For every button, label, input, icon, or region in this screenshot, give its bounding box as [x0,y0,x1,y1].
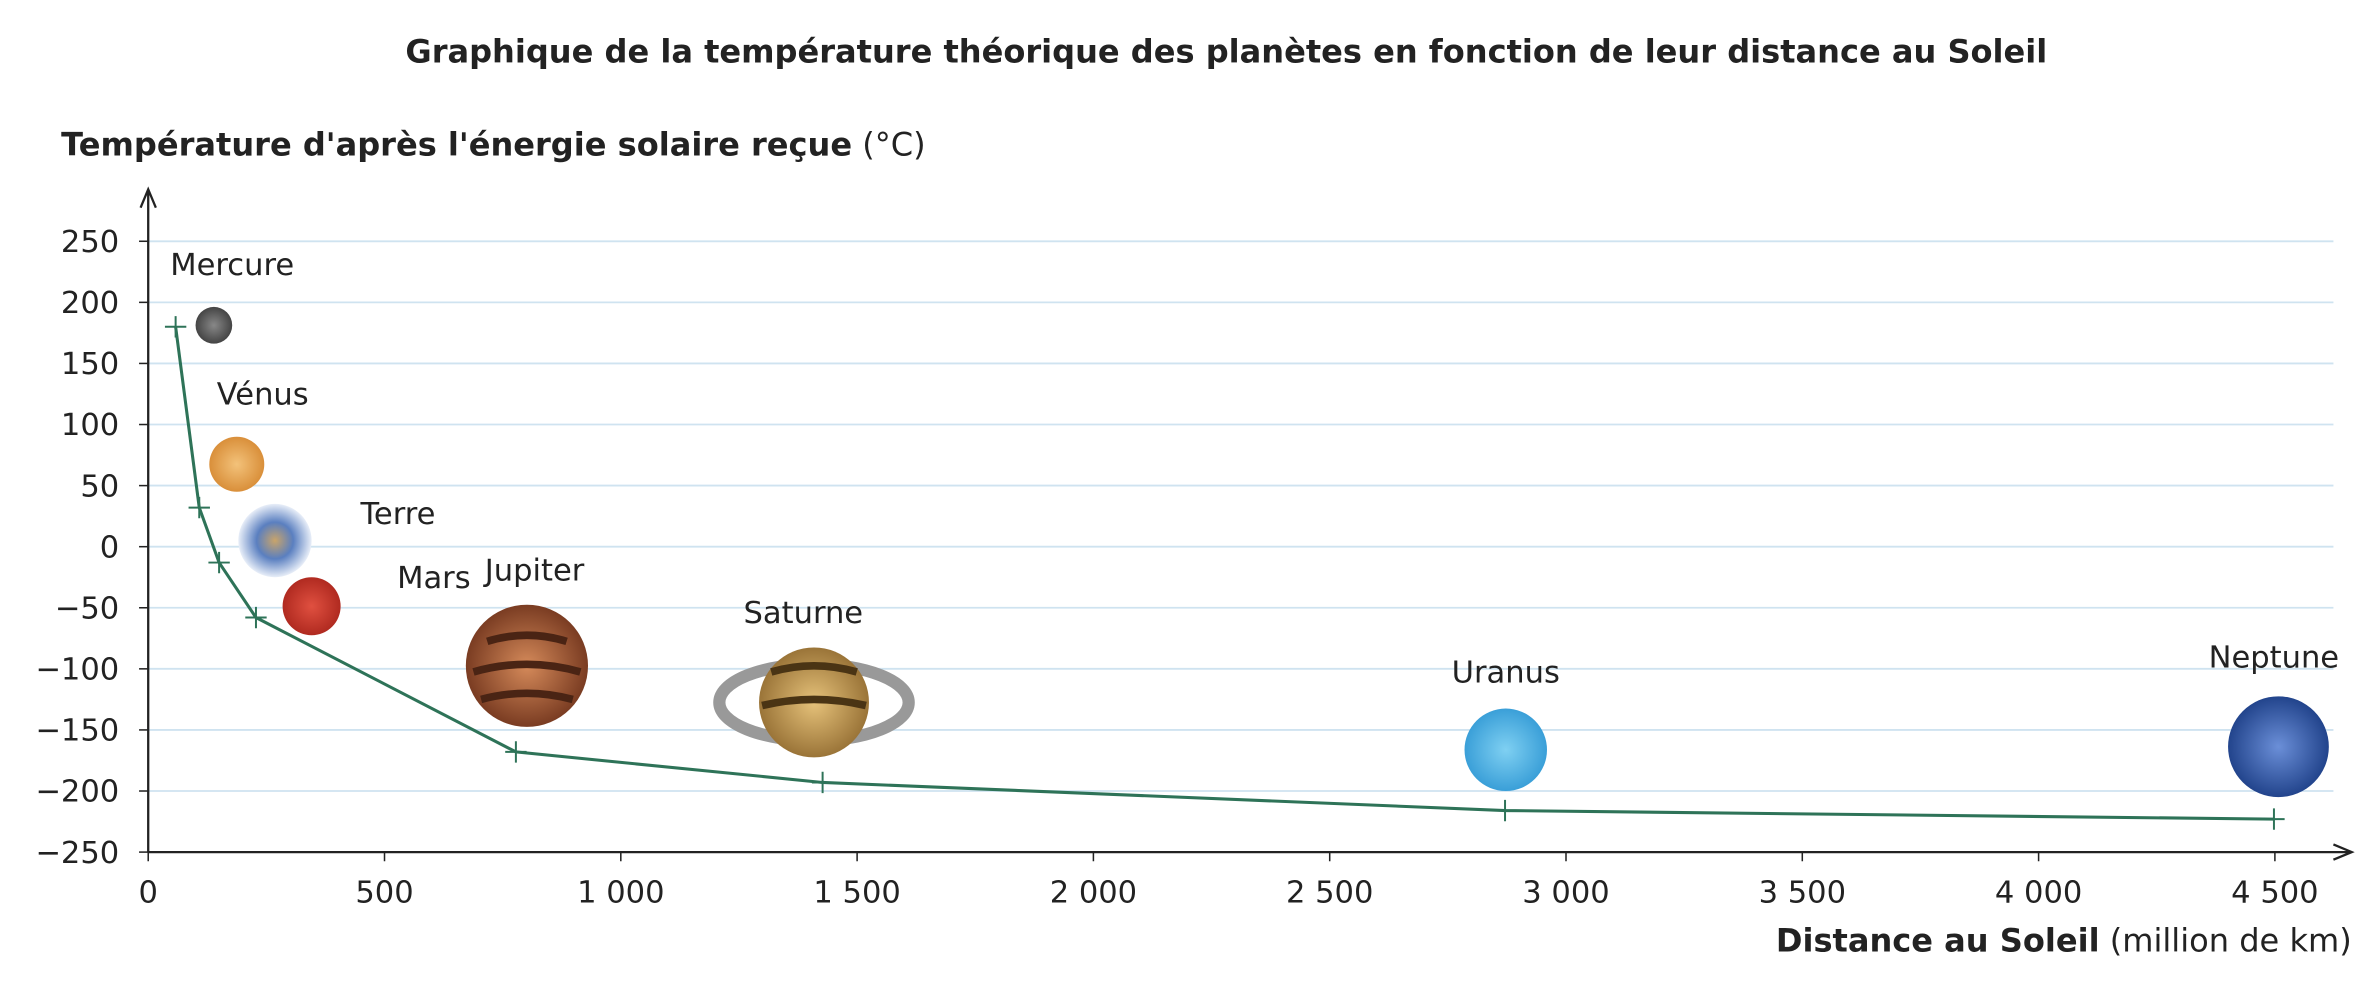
jupiter-bands [472,631,582,704]
y-tick-label: −50 [55,591,119,626]
y-tick-label: −200 [35,775,119,810]
planet-label: Vénus [217,378,309,413]
earth-icon [238,503,312,578]
x-tick-label: 2 000 [1050,875,1137,910]
y-tick-label: −250 [35,836,119,871]
x-tick-label: 4 000 [1995,875,2082,910]
chart-title: Graphique de la température théorique de… [405,33,2047,71]
uranus-icon [1464,708,1547,792]
x-tick-label: 0 [138,875,157,910]
planet-label: Mars [397,561,471,596]
y-tick-label: −150 [35,714,119,749]
point-marker [164,316,187,338]
y-tick-label: −100 [35,653,119,688]
saturn-bands [761,661,867,710]
x-axis-title: Distance au Soleil (million de km) [1776,921,2352,959]
neptune-icon [2228,696,2329,798]
x-tick-label: 1 500 [813,875,900,910]
x-tick-label: 2 500 [1286,875,1373,910]
grid: −250 −200 −150 −100 −50 0 50 100 150 200 250 0 500 1 … [35,186,2355,910]
x-tick-label: 500 [355,875,413,910]
x-tick-label: 3 000 [1522,875,1609,910]
y-tick-label: 150 [61,347,119,382]
x-axis [148,843,2355,861]
point-marker [208,551,230,574]
mars-icon [282,577,341,636]
y-axis-title: Température d'après l'énergie solaire re… [61,126,926,164]
x-tick-label: 3 500 [1759,875,1846,910]
planet-icons [195,306,2329,798]
temperature-line [174,326,2274,821]
x-axis-unit: (million de km) [2110,921,2352,959]
x-tick-label: 4 500 [2231,875,2318,910]
x-axis-label: Distance au Soleil [1776,921,2100,959]
y-axis-unit: (°C) [862,126,925,164]
y-axis [139,186,157,853]
point-marker [811,771,834,794]
planet-label: Mercure [170,248,294,283]
y-tick-label: 0 [100,530,119,565]
planet-label: Saturne [744,596,864,631]
plot: Mercure Vénus Terre Mars Jupiter Saturne Uranu… [164,248,2339,830]
planet-label: Neptune [2209,640,2339,675]
point-marker [2263,808,2285,830]
point-marker [1494,799,1516,822]
point-marker [505,741,527,763]
planet-label: Jupiter [483,553,585,588]
y-tick-label: 250 [61,225,119,260]
planet-label: Terre [359,497,435,532]
y-tick-label: 50 [80,469,119,504]
mercury-icon [195,306,233,344]
y-tick-label: 100 [61,408,119,443]
x-tick-label: 1 000 [577,875,664,910]
y-tick-label: 200 [61,286,119,321]
y-axis-label: Température d'après l'énergie solaire re… [61,126,852,164]
point-marker [188,496,210,519]
planet-label: Uranus [1452,656,1560,691]
venus-icon [209,436,265,492]
point-marker [245,606,267,629]
